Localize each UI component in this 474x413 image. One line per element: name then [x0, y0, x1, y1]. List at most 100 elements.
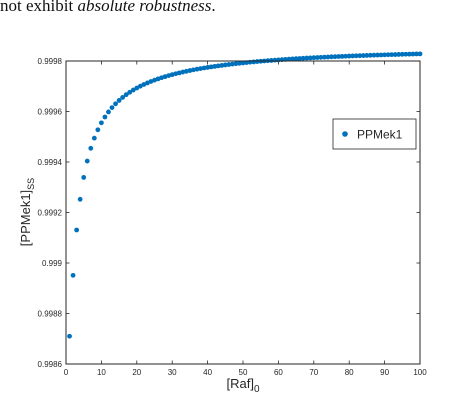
data-point [109, 105, 115, 111]
data-point [332, 54, 338, 60]
data-point [307, 55, 313, 61]
data-point [325, 54, 331, 60]
data-point [81, 175, 87, 180]
x-axis-label-main: [Raf] [226, 376, 253, 391]
x-tick-label: 50 [239, 368, 248, 377]
data-point [67, 333, 72, 339]
x-tick-label: 40 [203, 368, 212, 377]
data-point [314, 55, 320, 60]
legend: PPMek1 [332, 118, 417, 150]
data-point [219, 63, 225, 68]
data-point [322, 54, 327, 60]
caption-plain-text: not exhibit [0, 0, 78, 15]
data-point [134, 85, 140, 91]
data-point [95, 127, 101, 133]
y-tick-label: 0.9988 [38, 310, 63, 319]
data-point [350, 53, 356, 59]
data-point [339, 53, 345, 59]
data-point [353, 53, 359, 59]
data-point [392, 52, 398, 57]
data-point [300, 55, 306, 61]
data-point [304, 55, 310, 61]
data-point [311, 55, 317, 61]
x-tick-label: 80 [345, 368, 354, 377]
data-point [237, 60, 242, 66]
x-tick-label: 70 [309, 368, 318, 377]
data-point [84, 158, 90, 164]
x-axis-label: [Raf]0 [226, 376, 259, 395]
y-tick-label: 0.9986 [38, 360, 63, 369]
caption-tail-text: . [211, 0, 216, 15]
data-point [290, 56, 295, 62]
data-point [127, 89, 133, 95]
data-point [368, 52, 373, 58]
data-point [371, 52, 377, 58]
data-point [318, 54, 324, 60]
data-point [385, 52, 391, 58]
y-axis-label-subscript: SS [26, 178, 36, 190]
x-tick-label: 0 [64, 368, 69, 377]
data-point [77, 196, 83, 202]
caption-emphasis-text: absolute robustness [77, 0, 212, 15]
x-axis-label-subscript: 0 [254, 384, 260, 395]
data-point [226, 62, 232, 67]
data-point [375, 52, 380, 58]
data-point [414, 51, 419, 57]
data-point [222, 62, 228, 68]
data-point [406, 51, 412, 57]
data-point [116, 98, 122, 103]
data-point [399, 51, 405, 57]
y-tick-label: 0.9998 [38, 57, 63, 66]
data-point [346, 53, 352, 59]
plot-frame [65, 60, 421, 365]
data-point [198, 66, 203, 71]
data-point [403, 51, 409, 57]
data-point [297, 56, 303, 61]
data-point [99, 120, 104, 126]
plot-area [66, 61, 420, 364]
x-tick-label: 100 [413, 368, 427, 377]
y-tick-label: 0.9996 [38, 108, 63, 117]
data-point [74, 227, 80, 233]
data-point [215, 63, 221, 69]
caption-fragment: not exhibit absolute robustness. [0, 0, 216, 16]
data-point [88, 145, 94, 151]
legend-label: PPMek1 [357, 128, 403, 142]
data-point [130, 87, 136, 93]
data-point [194, 66, 200, 72]
data-point [106, 109, 111, 115]
data-point [286, 56, 292, 62]
x-tick-label: 10 [97, 368, 106, 377]
x-tick-label: 20 [132, 368, 141, 377]
data-point [212, 63, 218, 69]
x-tick-label: 60 [274, 368, 283, 377]
data-point [364, 53, 370, 58]
data-point [191, 67, 196, 73]
x-tick-label: 30 [168, 368, 177, 377]
data-point [205, 65, 211, 70]
data-point [360, 53, 366, 58]
y-axis-label: [PPMek1]SS [18, 178, 36, 246]
data-point [91, 135, 97, 141]
data-point [293, 56, 299, 62]
y-tick-label: 0.999 [42, 259, 63, 268]
data-point [378, 52, 384, 58]
x-tick-label: 90 [380, 368, 389, 377]
data-point [343, 53, 349, 59]
data-point [254, 59, 260, 64]
data-point [389, 52, 395, 58]
data-point [396, 52, 402, 57]
data-point [410, 51, 416, 57]
data-point [233, 61, 239, 67]
data-point [329, 54, 334, 60]
data-point [201, 65, 207, 71]
data-point [417, 51, 423, 57]
data-point [268, 58, 274, 63]
legend-marker [342, 131, 348, 137]
data-point [102, 114, 108, 120]
data-point [229, 61, 235, 67]
data-point [113, 101, 118, 107]
y-axis-label-main: [PPMek1] [18, 190, 33, 246]
